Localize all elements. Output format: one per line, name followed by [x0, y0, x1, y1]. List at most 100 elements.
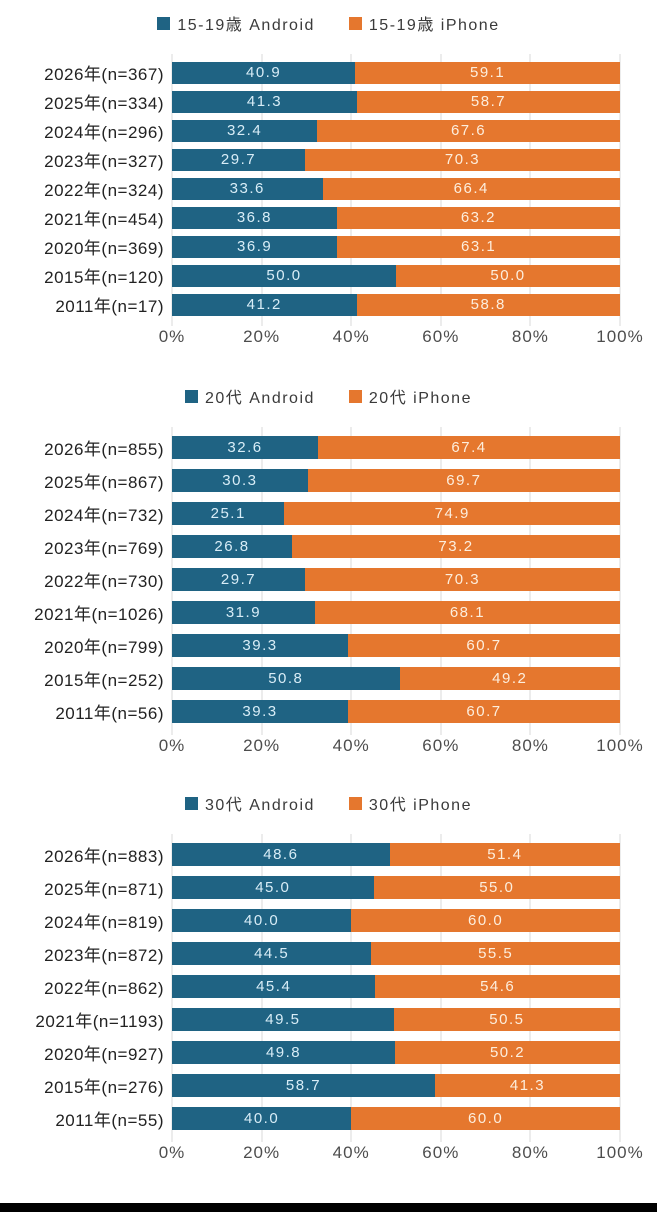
category-label: 2015年(n=120): [44, 268, 164, 287]
bar-segment-android: 26.8: [172, 535, 293, 558]
gridline: [619, 427, 621, 735]
bar-segment-iphone: 67.4: [318, 436, 620, 459]
bar-track: 45.4 54.6: [172, 975, 620, 998]
legend-label-iphone: 15-19歳 iPhone: [368, 17, 500, 34]
bar-segment-android: 49.8: [172, 1041, 396, 1064]
axis-tick-label: 0%: [158, 327, 186, 346]
category-label: 2023年(n=769): [44, 539, 164, 558]
bar-segment-iphone: 50.5: [393, 1008, 620, 1031]
bar-track: 50.0 50.0: [172, 264, 620, 287]
legend-item-android: 20代 Android: [185, 384, 315, 408]
bar-segment-android: 41.3: [172, 90, 358, 113]
bar-segment-android: 39.3: [172, 634, 349, 657]
category-label: 2022年(n=862): [44, 979, 164, 998]
category-label: 2020年(n=927): [44, 1045, 164, 1064]
legend-label-iphone: 20代 iPhone: [368, 390, 472, 407]
bar-row: 2022年(n=730) 29.7 70.3: [0, 563, 657, 596]
category-label: 2025年(n=867): [44, 473, 164, 492]
bar-track: 45.0 55.0: [172, 876, 620, 899]
legend-label-iphone: 30代 iPhone: [368, 797, 472, 814]
bar-segment-iphone: 50.0: [396, 264, 620, 287]
bar-row: 2023年(n=872) 44.5 55.5: [0, 937, 657, 970]
x-axis: 0% 20% 40% 60% 80% 100%: [159, 736, 643, 758]
bar-row: 2020年(n=369) 36.9 63.1: [0, 232, 657, 261]
category-label: 2023年(n=872): [44, 946, 164, 965]
category-label: 2021年(n=1193): [35, 1012, 164, 1031]
bar-segment-iphone: 60.0: [351, 1107, 620, 1130]
axis-tick-label: 80%: [511, 327, 549, 346]
category-label: 2025年(n=334): [44, 94, 164, 113]
plot-area: 2026年(n=367) 40.9 59.1 2025年(n=334) 41.3 58.7…: [0, 54, 657, 326]
bar-track: 26.8 73.2: [172, 535, 620, 558]
bar-row: 2022年(n=862) 45.4 54.6: [0, 970, 657, 1003]
chart-3: 30代 Android 30代 iPhone 2026年(n=883) 48.6 51…: [0, 792, 657, 1165]
bar-row: 2015年(n=276) 58.7 41.3: [0, 1069, 657, 1102]
bar-segment-iphone: 55.5: [371, 942, 620, 965]
axis-tick-label: 60%: [422, 1143, 460, 1162]
legend-label-android: 15-19歳 Android: [177, 17, 315, 34]
bar-segment-android: 58.7: [172, 1074, 435, 1097]
legend-label-android: 20代 Android: [205, 390, 315, 407]
bar-segment-android: 29.7: [172, 148, 306, 171]
bar-track: 29.7 70.3: [172, 148, 620, 171]
category-label: 2025年(n=871): [44, 880, 164, 899]
axis-tick-label: 20%: [243, 1143, 281, 1162]
bar-row: 2024年(n=296) 32.4 67.6: [0, 116, 657, 145]
axis-tick-label: 80%: [511, 736, 549, 755]
axis-tick-label: 20%: [243, 327, 281, 346]
legend-swatch-android-icon: [157, 16, 171, 30]
bar-row: 2022年(n=324) 33.6 66.4: [0, 174, 657, 203]
bar-track: 40.9 59.1: [172, 61, 620, 84]
bar-segment-android: 45.0: [172, 876, 374, 899]
category-label: 2015年(n=276): [44, 1078, 164, 1097]
legend: 30代 Android 30代 iPhone: [0, 792, 657, 814]
legend-swatch-iphone-icon: [348, 796, 362, 810]
bar-row: 2011年(n=56) 39.3 60.7: [0, 695, 657, 728]
bar-track: 29.7 70.3: [172, 568, 620, 591]
bar-segment-iphone: 60.7: [348, 700, 620, 723]
bar-row: 2021年(n=1193) 49.5 50.5: [0, 1003, 657, 1036]
bar-segment-android: 30.3: [172, 469, 308, 492]
category-label: 2026年(n=367): [44, 65, 164, 84]
bar-row: 2026年(n=855) 32.6 67.4: [0, 431, 657, 464]
category-label: 2026年(n=883): [44, 847, 164, 866]
bar-segment-iphone: 66.4: [322, 177, 620, 200]
category-label: 2021年(n=454): [44, 210, 164, 229]
axis-tick-label: 100%: [596, 327, 644, 346]
bar-segment-android: 39.3: [172, 700, 349, 723]
bar-segment-iphone: 67.6: [317, 119, 620, 142]
chart-1: 15-19歳 Android 15-19歳 iPhone 2026年(n=367)…: [0, 12, 657, 349]
bar-track: 40.0 60.0: [172, 909, 620, 932]
bar-segment-iphone: 63.2: [336, 206, 620, 229]
bottom-border: [0, 1203, 657, 1212]
bar-segment-iphone: 60.0: [351, 909, 620, 932]
category-label: 2024年(n=296): [44, 123, 164, 142]
plot-area: 2026年(n=855) 32.6 67.4 2025年(n=867) 30.3 69.7…: [0, 427, 657, 735]
legend-swatch-iphone-icon: [348, 16, 362, 30]
bar-row: 2024年(n=732) 25.1 74.9: [0, 497, 657, 530]
bar-segment-iphone: 58.8: [356, 293, 620, 316]
bar-segment-android: 40.0: [172, 909, 352, 932]
category-label: 2023年(n=327): [44, 152, 164, 171]
bar-segment-iphone: 70.3: [305, 568, 620, 591]
bar-segment-iphone: 49.2: [399, 667, 620, 690]
bar-row: 2023年(n=769) 26.8 73.2: [0, 530, 657, 563]
bar-row: 2023年(n=327) 29.7 70.3: [0, 145, 657, 174]
legend-item-android: 30代 Android: [185, 791, 315, 815]
axis-tick-label: 20%: [243, 736, 281, 755]
category-label: 2024年(n=732): [44, 506, 164, 525]
category-label: 2022年(n=730): [44, 572, 164, 591]
legend-swatch-android-icon: [185, 796, 198, 810]
bar-track: 31.9 68.1: [172, 601, 620, 624]
bar-track: 36.9 63.1: [172, 235, 620, 258]
axis-tick-label: 40%: [332, 327, 370, 346]
axis-tick-label: 60%: [422, 327, 460, 346]
bar-segment-iphone: 58.7: [357, 90, 620, 113]
bar-segment-iphone: 69.7: [307, 469, 620, 492]
bar-track: 39.3 60.7: [172, 700, 620, 723]
bar-segment-android: 36.9: [172, 235, 338, 258]
chart-2: 20代 Android 20代 iPhone 2026年(n=855) 32.6 67…: [0, 385, 657, 758]
axis-tick-label: 80%: [511, 1143, 549, 1162]
legend-item-iphone: 30代 iPhone: [348, 791, 472, 815]
bar-track: 32.6 67.4: [172, 436, 620, 459]
